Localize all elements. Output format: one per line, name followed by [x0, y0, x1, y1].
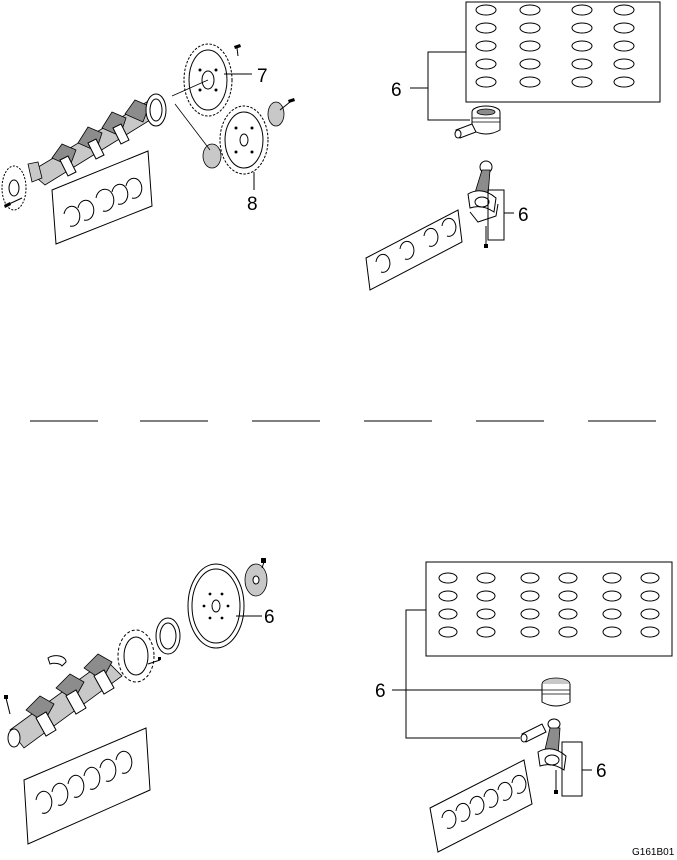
piston-ring-kit-top — [465, 1, 661, 103]
adapter-plate-top — [202, 143, 222, 169]
flexplate-bottom — [187, 563, 245, 649]
connecting-rod-bottom — [537, 718, 567, 771]
flexplate-reinforcement-bottom — [244, 563, 268, 597]
piston-bottom — [541, 677, 571, 707]
main-bearing-kit-bottom — [23, 727, 151, 845]
callout-6-rod-top: 6 — [518, 205, 529, 226]
piston-ring-kit-bottom — [425, 561, 673, 657]
top-right-assembly: 6 6 — [365, 1, 661, 291]
callout-7: 7 — [257, 66, 268, 87]
connecting-rod-top — [467, 160, 497, 213]
rod-bearing-kit-bottom — [429, 759, 533, 853]
main-bearing-kit-top — [51, 150, 153, 245]
figure-id: G161B01 — [632, 847, 675, 858]
ring-grid-top — [475, 4, 635, 88]
crankshaft-bottom — [7, 653, 123, 749]
top-left-assembly: 7 8 — [1, 43, 295, 245]
crank-gear-top — [1, 165, 27, 211]
rod-bolt-bracket-bottom — [561, 741, 583, 797]
rear-seal-top — [145, 93, 167, 127]
rod-bolt-bracket-top — [487, 189, 505, 241]
callout-6-rod-bottom: 6 — [596, 761, 607, 782]
flexplate-top — [219, 105, 269, 175]
callout-6-piston-bottom: 6 — [375, 681, 386, 702]
callout-8: 8 — [247, 194, 258, 215]
thrust-bearing-bottom — [47, 655, 67, 667]
bolt-flywheel — [234, 44, 241, 49]
callout-6-rings-top: 6 — [391, 80, 402, 101]
piston-top — [471, 105, 501, 135]
reluctor-ring-bottom — [117, 629, 155, 683]
ring-grid-bottom — [438, 572, 660, 638]
crankshaft-top — [27, 95, 164, 186]
callout-6-flexplate-bottom: 6 — [264, 607, 275, 628]
adapter-plate-rear-top — [267, 101, 285, 127]
rod-bearing-kit-top — [365, 209, 463, 291]
bottom-left-assembly: 6 — [4, 558, 275, 845]
bottom-right-assembly: 6 6 — [375, 561, 673, 853]
rear-seal-bottom — [155, 617, 181, 655]
